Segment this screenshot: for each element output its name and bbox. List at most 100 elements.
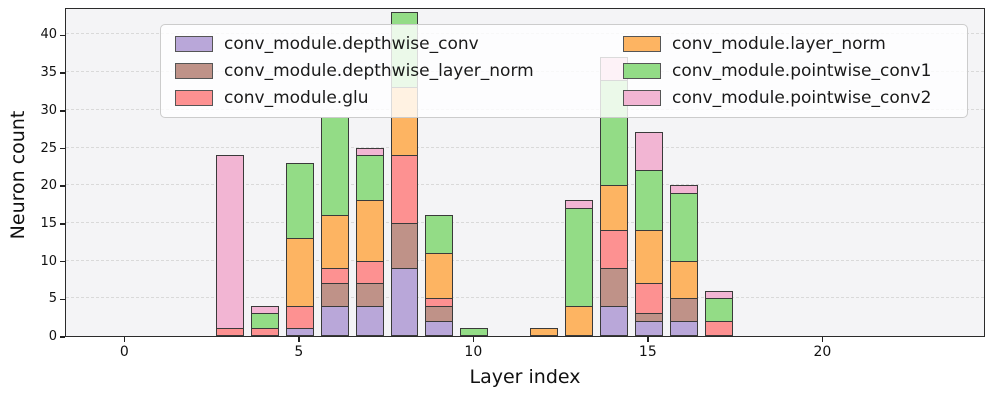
ytick-mark-20: [60, 185, 65, 187]
bar-x8-depthwise_layer_norm: [390, 222, 419, 270]
bar-x9-depthwise_layer_norm: [425, 305, 454, 322]
bar-x17-pointwise_conv2: [704, 290, 733, 300]
xtick-mark-0: [123, 337, 126, 342]
x-axis-label: Layer index: [469, 366, 581, 388]
xtick-mark-5: [298, 337, 300, 342]
bar-x14-layer_norm: [599, 185, 628, 232]
bar-x14-depthwise_conv: [599, 305, 628, 336]
bar-x8-depthwise_conv: [390, 268, 419, 336]
xtick-mark-10: [472, 337, 475, 342]
ytick-label-15: 15: [40, 215, 57, 231]
bar-x7-layer_norm: [355, 200, 384, 262]
bar-x9-layer_norm: [425, 253, 454, 300]
ytick-label-10: 10: [40, 253, 57, 269]
xtick-mark-15: [647, 337, 649, 342]
ytick-mark-35: [60, 72, 65, 74]
bar-x9-depthwise_conv: [425, 320, 454, 336]
legend-item-layer_norm: conv_module.layer_norm: [623, 34, 957, 54]
legend-swatch-icon: [623, 89, 661, 106]
legend-item-pointwise_conv1: conv_module.pointwise_conv1: [623, 61, 957, 81]
xtick-label-5: 5: [294, 344, 304, 360]
xtick-label-20: 20: [813, 344, 832, 360]
bar-x7-pointwise_conv2: [355, 147, 384, 157]
legend-label: conv_module.layer_norm: [672, 34, 886, 55]
bar-x15-pointwise_conv2: [634, 132, 663, 172]
legend-swatch-icon: [623, 62, 661, 79]
bar-x14-glu: [599, 230, 628, 270]
bar-x6-depthwise_conv: [320, 305, 349, 336]
bar-x8-glu: [390, 155, 419, 224]
bar-x13-pointwise_conv1: [565, 207, 593, 307]
ytick-mark-15: [60, 223, 65, 225]
bar-x15-depthwise_layer_norm: [634, 313, 663, 322]
bar-x15-glu: [634, 283, 663, 315]
bar-x3-pointwise_conv2: [216, 155, 244, 330]
legend: conv_module.depthwise_conv conv_module.de…: [160, 24, 968, 118]
bar-x14-depthwise_layer_norm: [599, 268, 628, 307]
gridline-y10: [66, 259, 984, 261]
bar-x16-depthwise_conv: [669, 320, 698, 336]
bar-x6-layer_norm: [320, 215, 349, 270]
bar-x4-pointwise_conv1: [250, 313, 279, 330]
bar-x16-layer_norm: [669, 260, 698, 300]
bar-x7-depthwise_conv: [355, 305, 384, 336]
gridline-y20: [66, 184, 984, 186]
legend-label: conv_module.pointwise_conv1: [672, 60, 932, 81]
legend-label: conv_module.depthwise_layer_norm: [224, 60, 534, 81]
ytick-mark-0: [60, 336, 65, 338]
bar-x7-glu: [355, 260, 384, 285]
ytick-label-40: 40: [40, 27, 57, 43]
bar-x5-pointwise_conv1: [285, 162, 314, 239]
ytick-mark-40: [60, 34, 65, 37]
bar-x17-glu: [704, 320, 733, 336]
bar-x9-glu: [425, 298, 454, 307]
ytick-label-20: 20: [40, 178, 57, 194]
bar-x12-layer_norm: [530, 328, 559, 336]
legend-swatch-icon: [175, 62, 213, 79]
bar-x15-pointwise_conv1: [634, 170, 663, 232]
ytick-label-35: 35: [40, 65, 57, 81]
ytick-label-30: 30: [40, 102, 57, 118]
bar-x13-pointwise_conv2: [565, 200, 593, 209]
gridline-y25: [66, 146, 984, 148]
bar-x16-pointwise_conv2: [669, 185, 698, 194]
bar-x5-depthwise_conv: [285, 328, 314, 336]
bar-x6-depthwise_layer_norm: [320, 283, 349, 307]
gridline-y5: [66, 297, 984, 299]
bar-x6-glu: [320, 268, 349, 285]
bar-x5-layer_norm: [285, 238, 314, 307]
bar-x7-pointwise_conv1: [355, 155, 384, 202]
ytick-mark-25: [60, 147, 65, 150]
ytick-mark-10: [60, 260, 65, 263]
bar-x7-depthwise_layer_norm: [355, 283, 384, 307]
ytick-label-5: 5: [48, 291, 57, 307]
xtick-label-0: 0: [119, 344, 129, 360]
bar-x9-pointwise_conv1: [425, 215, 454, 255]
bar-x16-pointwise_conv1: [669, 192, 698, 262]
legend-label: conv_module.depthwise_conv: [224, 34, 479, 55]
legend-item-depthwise_conv: conv_module.depthwise_conv: [175, 34, 623, 54]
ytick-mark-30: [60, 110, 65, 112]
bar-x3-glu: [216, 328, 244, 336]
legend-swatch-icon: [175, 36, 213, 53]
xtick-label-10: 10: [464, 344, 483, 360]
legend-label: conv_module.pointwise_conv2: [672, 87, 932, 108]
ytick-label-25: 25: [40, 140, 57, 156]
xtick-label-15: 15: [638, 344, 657, 360]
bar-x6-pointwise_conv1: [320, 117, 349, 217]
ytick-label-0: 0: [48, 329, 57, 344]
bar-x5-glu: [285, 305, 314, 330]
bar-x15-layer_norm: [634, 230, 663, 285]
legend-swatch-icon: [175, 89, 213, 106]
bar-x16-depthwise_layer_norm: [669, 298, 698, 322]
legend-item-depthwise_layer_norm: conv_module.depthwise_layer_norm: [175, 61, 623, 81]
bar-x15-depthwise_conv: [634, 320, 663, 336]
xtick-mark-20: [821, 337, 824, 342]
legend-item-glu: conv_module.glu: [175, 88, 623, 108]
bar-x17-pointwise_conv1: [704, 298, 733, 322]
bar-x4-glu: [250, 328, 279, 336]
y-axis-label: Neuron count: [7, 110, 29, 240]
legend-label: conv_module.glu: [224, 87, 369, 108]
legend-item-pointwise_conv2: conv_module.pointwise_conv2: [623, 88, 957, 108]
ytick-mark-5: [60, 298, 65, 301]
